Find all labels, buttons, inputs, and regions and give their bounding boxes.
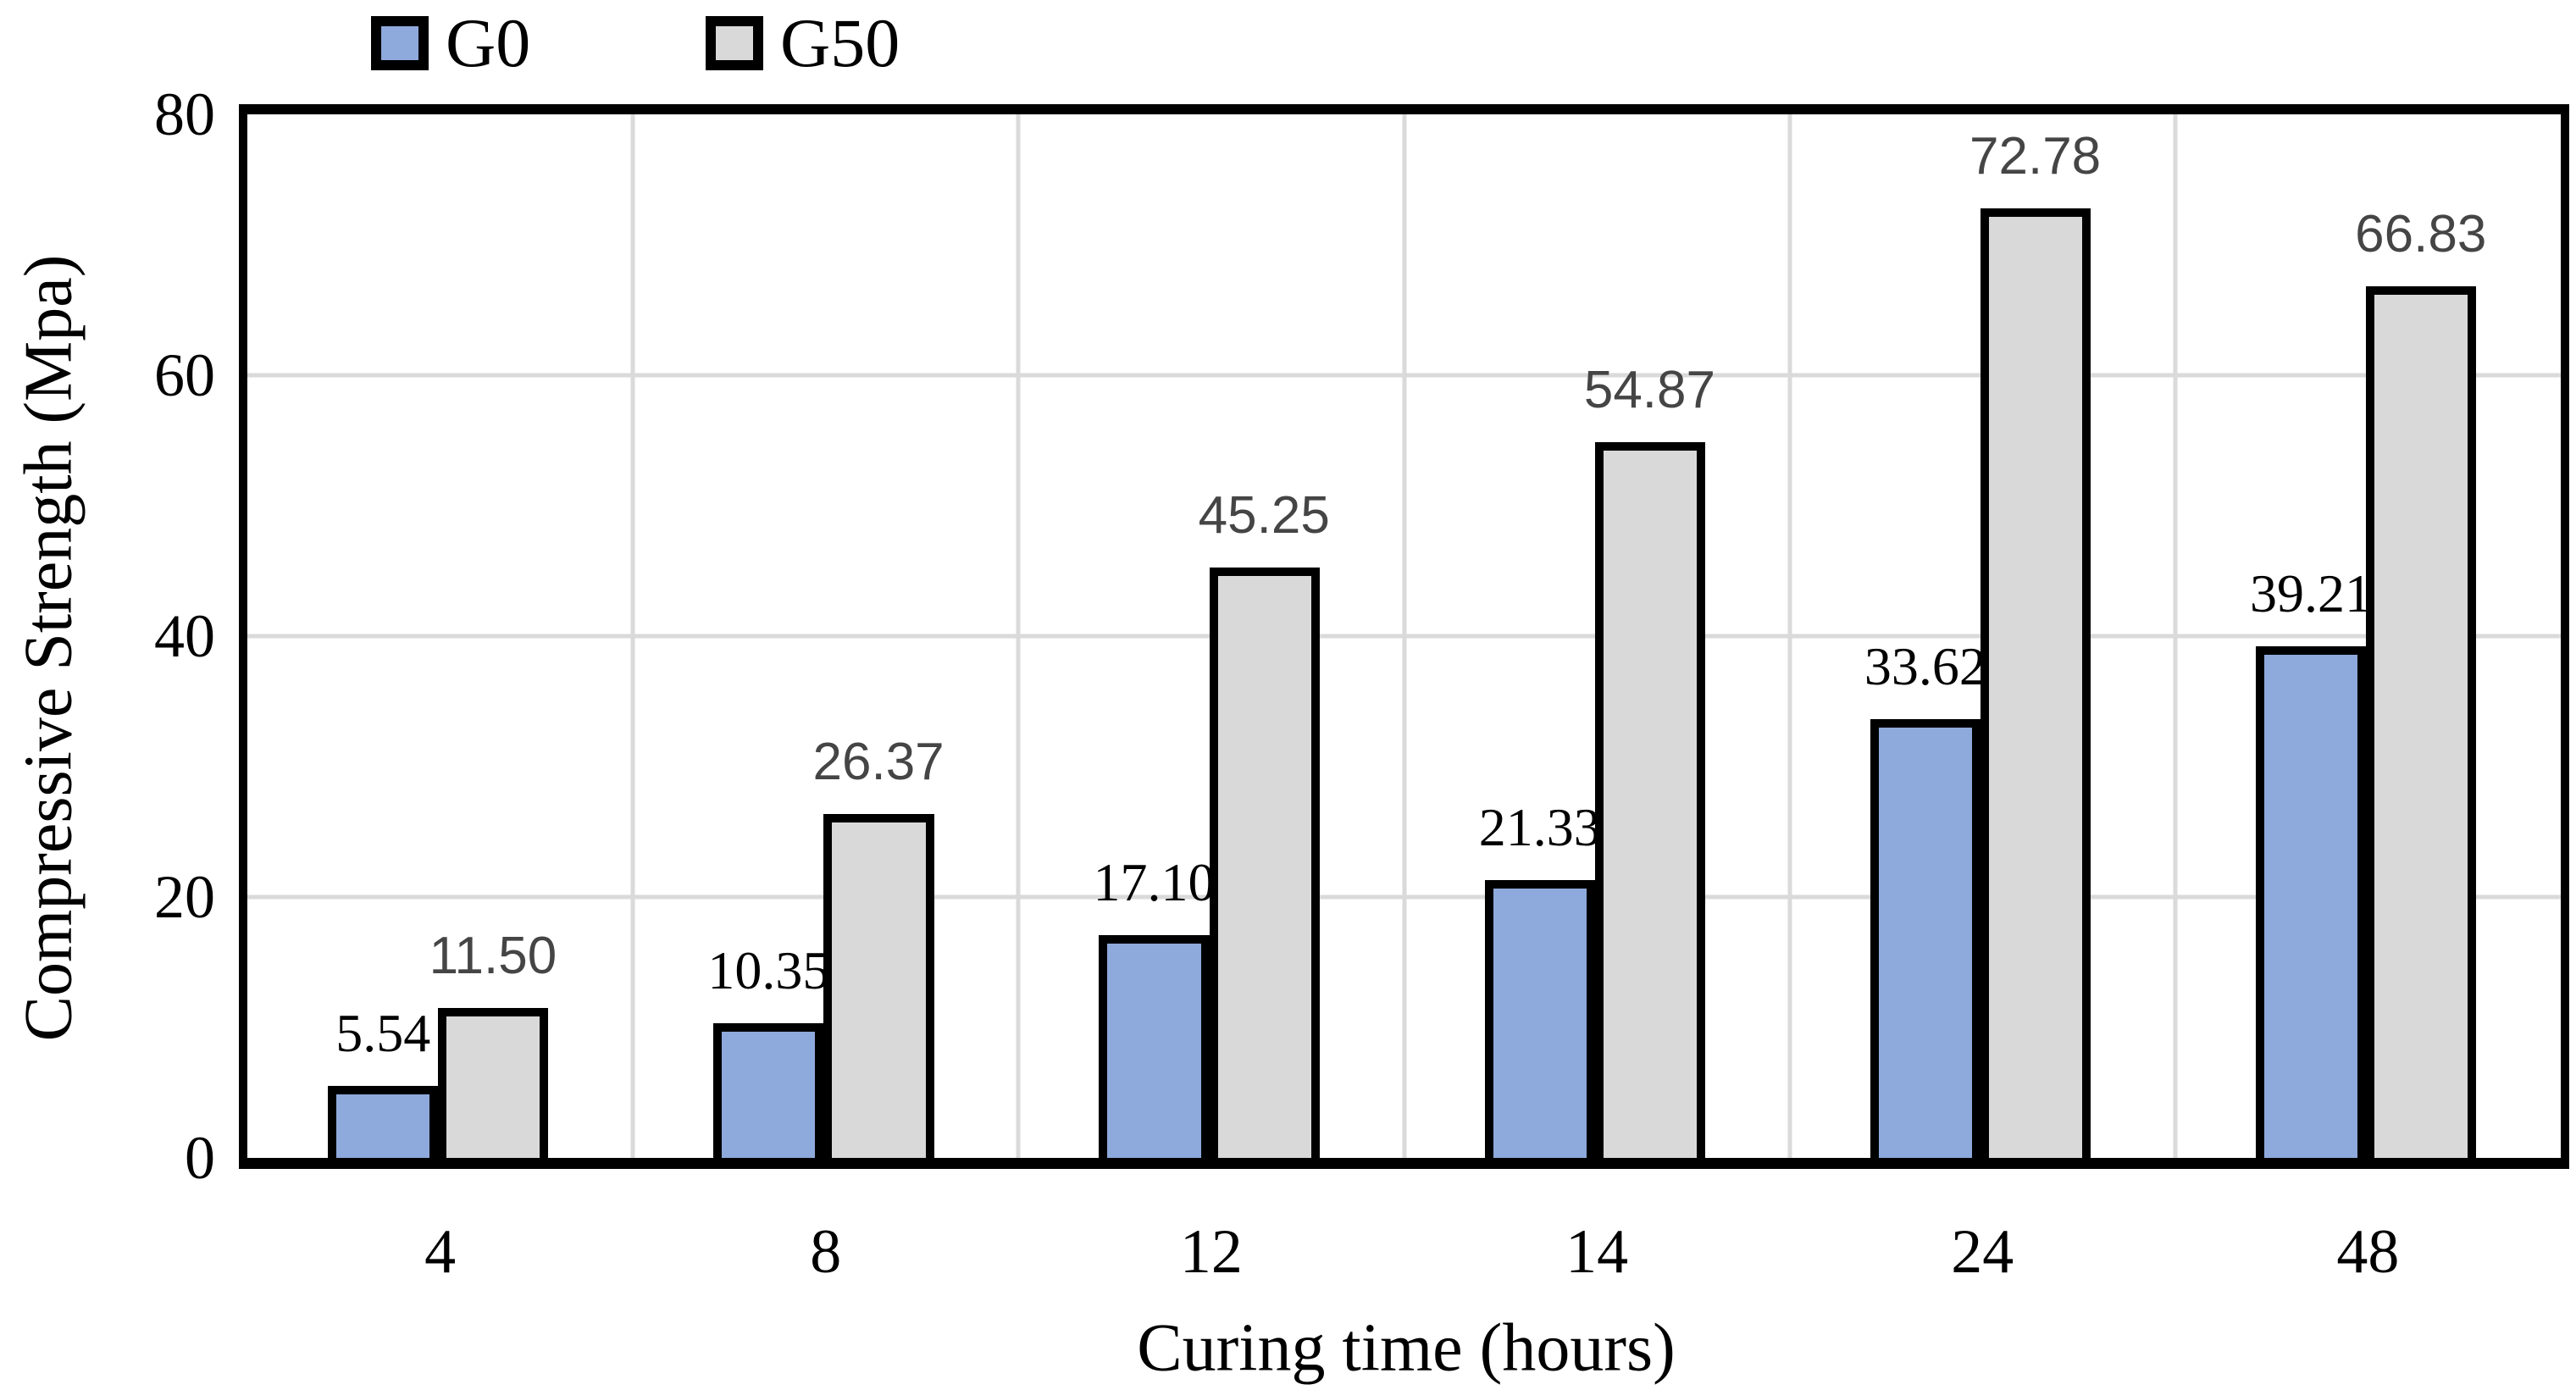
bar-g0-14h bbox=[1484, 879, 1595, 1158]
legend-item-g0: G0 bbox=[371, 8, 530, 78]
bar-group-4h: 5.54 11.50 bbox=[247, 114, 633, 1158]
x-tick-label-48: 48 bbox=[2336, 1217, 2400, 1287]
value-label-g50-4h: 11.50 bbox=[429, 926, 557, 985]
v-gridline-5 bbox=[2173, 114, 2178, 1158]
bar-g50-24h bbox=[1980, 208, 2091, 1158]
legend-item-g50: G50 bbox=[706, 8, 900, 78]
bar-g50-48h bbox=[2366, 285, 2477, 1158]
y-tick-label-20: 20 bbox=[154, 863, 215, 931]
y-tick-label-60: 60 bbox=[154, 341, 215, 409]
legend-label-g0: G0 bbox=[446, 4, 531, 81]
bar-g0-8h bbox=[713, 1022, 824, 1158]
value-label-g50-12h: 45.25 bbox=[1198, 486, 1330, 545]
bar-group-24h: 33.62 72.78 bbox=[1790, 114, 2175, 1158]
bar-g0-48h bbox=[2255, 646, 2367, 1158]
bar-g50-4h bbox=[438, 1007, 549, 1158]
bar-g50-12h bbox=[1209, 568, 1320, 1158]
legend-swatch-g50 bbox=[706, 16, 763, 70]
bar-group-12h: 17.10 45.25 bbox=[1018, 114, 1404, 1158]
value-label-g50-8h: 26.37 bbox=[812, 732, 945, 791]
y-tick-label-0: 0 bbox=[185, 1124, 215, 1192]
x-tick-label-24: 24 bbox=[1951, 1217, 2014, 1287]
x-tick-label-4: 4 bbox=[424, 1217, 457, 1287]
value-label-g0-8h: 10.35 bbox=[707, 939, 830, 1000]
value-label-g50-24h: 72.78 bbox=[1969, 127, 2102, 186]
value-label-g0-4h: 5.54 bbox=[335, 1002, 431, 1063]
legend-swatch-g0 bbox=[371, 16, 429, 70]
value-label-g0-12h: 17.10 bbox=[1093, 851, 1216, 912]
v-gridline-4 bbox=[1787, 114, 1792, 1158]
value-label-g0-24h: 33.62 bbox=[1864, 636, 1986, 697]
bar-group-48h: 39.21 66.83 bbox=[2175, 114, 2561, 1158]
v-gridline-1 bbox=[630, 114, 635, 1158]
bar-g0-4h bbox=[328, 1085, 439, 1158]
x-axis-title: Curing time (hours) bbox=[1137, 1310, 1676, 1386]
bar-g50-8h bbox=[823, 813, 934, 1158]
bar-g50-14h bbox=[1594, 442, 1705, 1158]
x-tick-label-12: 12 bbox=[1179, 1217, 1243, 1287]
bar-g0-24h bbox=[1870, 719, 1980, 1158]
y-tick-label-80: 80 bbox=[154, 80, 215, 148]
bar-g0-12h bbox=[1099, 934, 1210, 1158]
v-gridline-2 bbox=[1016, 114, 1021, 1158]
value-label-g0-48h: 39.21 bbox=[2250, 563, 2373, 624]
x-tick-label-14: 14 bbox=[1565, 1217, 1629, 1287]
value-label-g0-14h: 21.33 bbox=[1478, 796, 1601, 857]
legend-label-g50: G50 bbox=[780, 4, 900, 81]
x-tick-label-8: 8 bbox=[810, 1217, 842, 1287]
value-label-g50-14h: 54.87 bbox=[1583, 361, 1715, 420]
bar-group-14h: 21.33 54.87 bbox=[1404, 114, 1790, 1158]
plot-area: 5.54 11.50 10.35 26.37 17.10 45.25 21.33 54.87 3… bbox=[239, 104, 2569, 1169]
y-tick-label-40: 40 bbox=[154, 602, 215, 670]
value-label-g50-48h: 66.83 bbox=[2355, 204, 2487, 263]
bar-group-8h: 10.35 26.37 bbox=[633, 114, 1018, 1158]
v-gridline-3 bbox=[1402, 114, 1406, 1158]
